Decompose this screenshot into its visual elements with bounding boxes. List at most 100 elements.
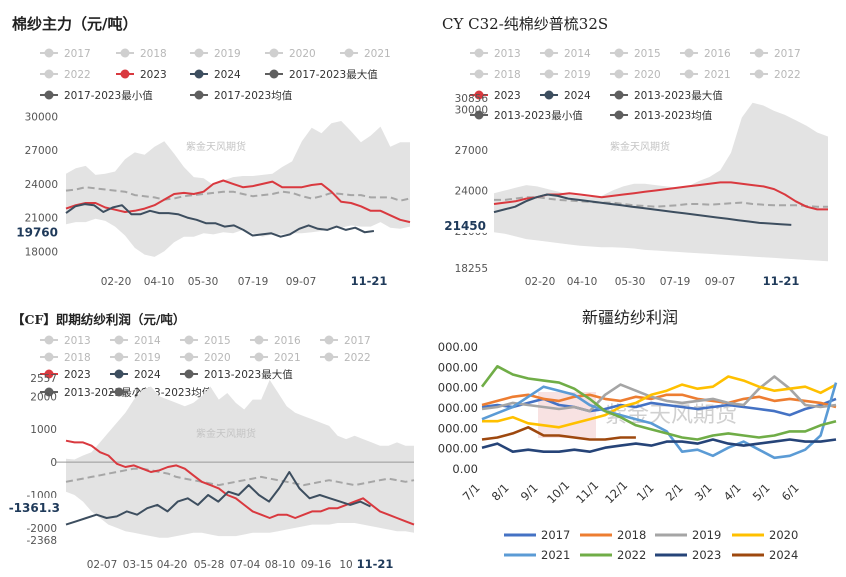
legend-marker-2024 <box>114 369 124 379</box>
x-tick-label: 02-20 <box>525 276 556 288</box>
y-tick-label: 0.00 <box>452 462 478 476</box>
legend-label-2014: 2014 <box>134 335 161 347</box>
series-line-2021 <box>481 382 838 460</box>
x-tick-label: 12/1 <box>602 478 630 506</box>
last-value-callout: -1361.3 <box>9 501 60 515</box>
legend-marker-2016 <box>684 48 694 58</box>
legend-label-2017-2023最大值: 2017-2023最大值 <box>289 68 378 81</box>
legend-label-2013-2023最小值: 2013-2023最小值 <box>64 386 153 399</box>
y-tick-label: 0 <box>50 457 57 469</box>
legend-marker-2017 <box>324 335 334 345</box>
legend-label-2023: 2023 <box>64 369 91 381</box>
legend-label-2018: 2018 <box>617 528 646 542</box>
legend-label-2021: 2021 <box>704 69 731 81</box>
legend-label-2020: 2020 <box>634 69 661 81</box>
cotton-yarn-main-chart: 2017 2018 2019 2020 2021 2022 2023 2024 2017-202… <box>8 48 411 288</box>
x-tick-label: 04-20 <box>157 559 188 571</box>
legend-label-2015: 2015 <box>204 335 231 347</box>
legend-marker-2013-2023最小值 <box>474 110 484 120</box>
y-tick-label: 000.00 <box>438 360 478 374</box>
legend-marker-2013-2023最大值 <box>614 90 624 100</box>
legend-marker-2017-2023最大值 <box>269 69 279 79</box>
last-value-callout-bg <box>6 497 62 515</box>
legend-marker-2018 <box>474 69 484 79</box>
x-tick-label: 05-30 <box>188 276 219 288</box>
last-value-callout-bg <box>440 215 488 233</box>
legend-marker-2022 <box>44 69 54 79</box>
legend-label-2017-2023均值: 2017-2023均值 <box>214 89 293 102</box>
series-line-2017-2023均值 <box>65 186 411 202</box>
cf-spinning-profit-panel: 【CF】即期纺纱利润（元/吨） 2013 2014 2015 2016 2017 2018… <box>0 300 420 577</box>
legend-label-2022: 2022 <box>774 69 801 81</box>
legend-label-2018: 2018 <box>140 48 167 60</box>
legend-marker-2023 <box>44 369 54 379</box>
legend-label-2017: 2017 <box>541 528 570 542</box>
xinjiang-profit-panel: 新疆纺纱利润 紫金天风期货 000.00 000.00 000.00 000.00 000… <box>430 300 846 577</box>
x-tick-label: 02-20 <box>101 276 132 288</box>
legend-label-2019: 2019 <box>134 352 161 364</box>
legend-marker-2019 <box>544 69 554 79</box>
y-tick-label: 000.00 <box>438 381 478 395</box>
y-tick-label: -2368 <box>26 535 57 547</box>
y-tick-label: 18255 <box>455 263 488 275</box>
x-tick-label: 09-07 <box>705 276 736 288</box>
y-tick-label: 000.00 <box>438 401 478 415</box>
x-tick-label: 6/1 <box>779 481 802 504</box>
legend-marker-2013 <box>474 48 484 58</box>
legend-label-2017: 2017 <box>344 335 371 347</box>
x-tick-label: 1/1 <box>634 481 657 504</box>
x-tick-label: 11-21 <box>351 274 388 288</box>
series-line-2013-2023均值 <box>494 196 828 208</box>
legend-label-2017-2023最小值: 2017-2023最小值 <box>64 89 153 102</box>
legend-marker-2021 <box>344 48 354 58</box>
x-tick-label: 09-16 <box>301 559 332 571</box>
series-line-2022 <box>480 365 837 441</box>
minmax-band-area <box>66 121 410 257</box>
legend-marker-2024 <box>194 69 204 79</box>
x-tick-label: 2/1 <box>663 481 686 504</box>
legend-marker-2013-2023最小值 <box>44 387 54 397</box>
series-line-2017 <box>481 397 837 417</box>
y-tick-label: 30000 <box>25 111 58 123</box>
legend-label-2023: 2023 <box>140 69 167 81</box>
chart-title: 棉纱主力（元/吨） <box>12 15 138 33</box>
legend-label-2019: 2019 <box>564 69 591 81</box>
x-tick-label: 9/1 <box>518 481 541 504</box>
x-tick-label: 11/1 <box>573 478 601 506</box>
x-tick-label: 10 <box>339 559 352 571</box>
legend-label-2014: 2014 <box>564 48 591 60</box>
legend-marker-2015 <box>614 48 624 58</box>
legend: 2013 2014 2015 2016 2017 2018 2019 2020 2021 2022… <box>40 335 371 399</box>
x-tick-label: 05-30 <box>615 276 646 288</box>
x-tick-label: 04-10 <box>567 276 598 288</box>
legend: 2017 2018 2019 2020 2021 2022 2023 2024 2017-202… <box>40 48 391 102</box>
legend-marker-2015 <box>184 335 194 345</box>
y-tick-label: 000.00 <box>438 340 478 354</box>
y-tick-label: 1000 <box>30 424 57 436</box>
y-tick-label: -2000 <box>26 523 57 535</box>
x-tick-label: 04-10 <box>144 276 175 288</box>
legend-marker-2020 <box>184 352 194 362</box>
legend-label-2018: 2018 <box>494 69 521 81</box>
legend-marker-2017-2023均值 <box>194 90 204 100</box>
legend-marker-2014 <box>544 48 554 58</box>
legend-label-2013-2023最小值: 2013-2023最小值 <box>494 109 583 122</box>
series-line-2023 <box>481 438 837 453</box>
legend-marker-2016 <box>254 335 264 345</box>
legend-label-2017: 2017 <box>64 48 91 60</box>
cotton-yarn-main-panel: 棉纱主力（元/吨） 2017 2018 2019 2020 2021 2022 2023 20… <box>0 0 420 290</box>
series-line-2024 <box>481 426 636 441</box>
xinjiang-profit-chart: 紫金天风期货000.00000.00000.00000.00000.00000.… <box>438 340 838 562</box>
minmax-band-area <box>494 102 828 262</box>
x-tick-label: 7/1 <box>460 481 483 504</box>
cf-spinning-profit-chart: 2013 2014 2015 2016 2017 2018 2019 2020 2021 2022… <box>6 335 415 571</box>
series-line-2019 <box>481 375 837 413</box>
x-tick-label: 07-19 <box>660 276 691 288</box>
legend-marker-2013-2023均值 <box>614 110 624 120</box>
legend-label-2024: 2024 <box>134 369 161 381</box>
x-tick-label: 09-07 <box>286 276 317 288</box>
legend-marker-2017-2023最小值 <box>44 90 54 100</box>
legend-label-2020: 2020 <box>289 48 316 60</box>
legend-label-2022: 2022 <box>617 548 646 562</box>
legend-label-2023: 2023 <box>692 548 721 562</box>
